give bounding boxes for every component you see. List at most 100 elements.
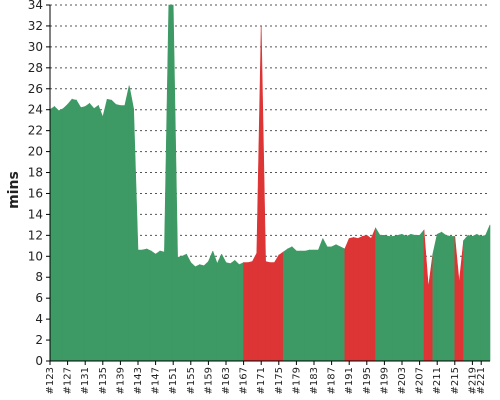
y-tick-label: 12 — [28, 228, 43, 242]
area-segment — [331, 244, 337, 362]
area-segment — [366, 234, 372, 362]
x-tick-label: #167 — [239, 367, 250, 394]
area-segment — [379, 235, 385, 362]
x-tick-label: #219 — [467, 367, 478, 394]
area-segment — [375, 226, 381, 362]
x-tick-label: #199 — [379, 367, 390, 394]
area-segment — [410, 233, 416, 362]
area-segment — [172, 4, 178, 362]
area-segment — [234, 259, 240, 362]
y-tick-label: 20 — [28, 145, 43, 159]
area-segment — [252, 253, 258, 362]
area-segment — [137, 249, 143, 362]
area-segment — [203, 260, 209, 362]
area-segment — [120, 105, 126, 362]
area-segment — [326, 246, 332, 362]
area-segment — [106, 98, 112, 362]
x-tick-label: #123 — [45, 367, 56, 394]
area-segment — [256, 25, 262, 362]
area-segment — [159, 250, 165, 362]
area-segment — [49, 105, 55, 362]
x-tick-label: #175 — [274, 367, 285, 394]
x-tick-label: #187 — [327, 367, 338, 394]
area-segment — [340, 246, 346, 362]
x-tick-label: #195 — [362, 367, 373, 394]
area-segment — [181, 253, 187, 362]
area-segment — [190, 261, 196, 362]
y-tick-label: 30 — [28, 40, 43, 54]
area-segment — [406, 233, 412, 362]
x-tick-label: #203 — [397, 367, 408, 394]
area-segment — [67, 98, 73, 362]
y-tick-label: 34 — [28, 0, 43, 12]
area-segment — [274, 254, 280, 362]
area-segment — [133, 108, 139, 362]
x-tick-label: #183 — [309, 367, 320, 394]
y-tick-label: 22 — [28, 124, 43, 138]
area-segment — [84, 102, 90, 362]
x-tick-label: #179 — [291, 367, 302, 394]
area-segment — [384, 234, 390, 362]
area-segment — [269, 262, 275, 362]
area-segment — [335, 244, 341, 362]
y-tick-label: 2 — [35, 333, 43, 347]
y-tick-label: 8 — [35, 270, 43, 284]
area-segment — [476, 233, 482, 362]
area-segment — [282, 248, 288, 362]
area-segment — [216, 254, 222, 362]
x-tick-label: #139 — [115, 367, 126, 394]
x-tick-label: #171 — [256, 367, 267, 394]
y-tick-label: 18 — [28, 166, 43, 180]
y-tick-label: 6 — [35, 291, 43, 305]
area-segment — [278, 251, 284, 362]
area-segment — [454, 236, 460, 362]
area-segment — [370, 227, 376, 362]
area-segment — [322, 238, 328, 362]
area-segment — [212, 250, 218, 362]
area-segment — [436, 231, 442, 362]
x-tick-label: #207 — [415, 367, 426, 394]
y-tick-label: 4 — [35, 312, 43, 326]
area-segment — [150, 250, 156, 362]
area-segment — [432, 234, 438, 362]
area-segment — [287, 246, 293, 362]
x-tick-label: #221 — [476, 367, 487, 394]
area-segment — [93, 104, 99, 362]
area-segment — [142, 248, 148, 362]
x-tick-label: #163 — [221, 367, 232, 394]
area-segment — [419, 229, 425, 362]
area-segment — [238, 262, 244, 362]
area-segment — [186, 254, 192, 362]
area-segment — [115, 104, 121, 362]
area-segment — [472, 233, 478, 362]
area-segment — [230, 259, 236, 362]
x-tick-label: #143 — [133, 367, 144, 394]
area-segment — [146, 248, 152, 362]
area-segment — [414, 235, 420, 362]
area-segment — [62, 103, 68, 362]
area-segment — [155, 250, 161, 362]
area-segment — [362, 234, 368, 362]
x-tick-label: #131 — [80, 367, 91, 394]
area-segment — [344, 238, 350, 362]
area-segment — [124, 85, 130, 362]
area-segment — [428, 254, 434, 362]
area-segment — [225, 262, 231, 362]
y-tick-label: 16 — [28, 186, 43, 200]
duration-area — [49, 4, 491, 362]
area-segment — [296, 250, 302, 362]
area-segment — [76, 99, 82, 362]
area-segment — [313, 249, 319, 362]
y-tick-label: 28 — [28, 61, 43, 75]
area-segment — [247, 261, 253, 362]
x-tick-label: #127 — [63, 367, 74, 394]
area-segment — [58, 108, 64, 362]
area-segment — [168, 4, 174, 362]
area-segment — [221, 254, 227, 362]
area-segment — [445, 234, 451, 362]
area-segment — [102, 99, 108, 362]
y-tick-label: 26 — [28, 82, 43, 96]
area-segment — [164, 4, 170, 362]
y-tick-label: 24 — [28, 103, 43, 117]
